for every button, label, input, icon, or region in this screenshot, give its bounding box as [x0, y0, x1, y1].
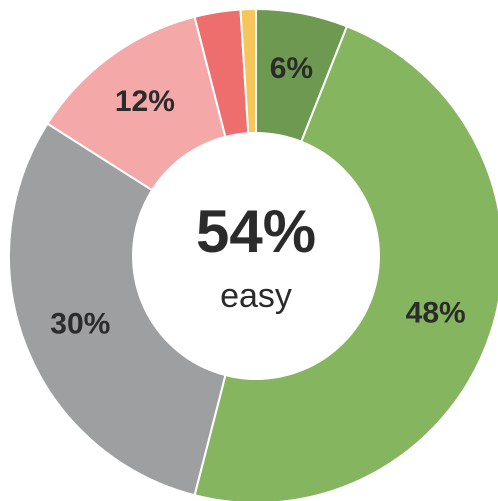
slice-label-2: 48%: [406, 296, 466, 329]
center-caption: easy: [220, 277, 292, 315]
slice-label-1: 6%: [270, 52, 313, 85]
slice-label-3: 30%: [50, 308, 110, 341]
slice-labels-group: 6% 48% 30% 12%: [50, 52, 465, 340]
slice-label-4: 12%: [115, 85, 175, 118]
center-hole: [132, 132, 380, 380]
donut-slice-3: [8, 122, 258, 497]
center-value: 54%: [196, 198, 316, 265]
